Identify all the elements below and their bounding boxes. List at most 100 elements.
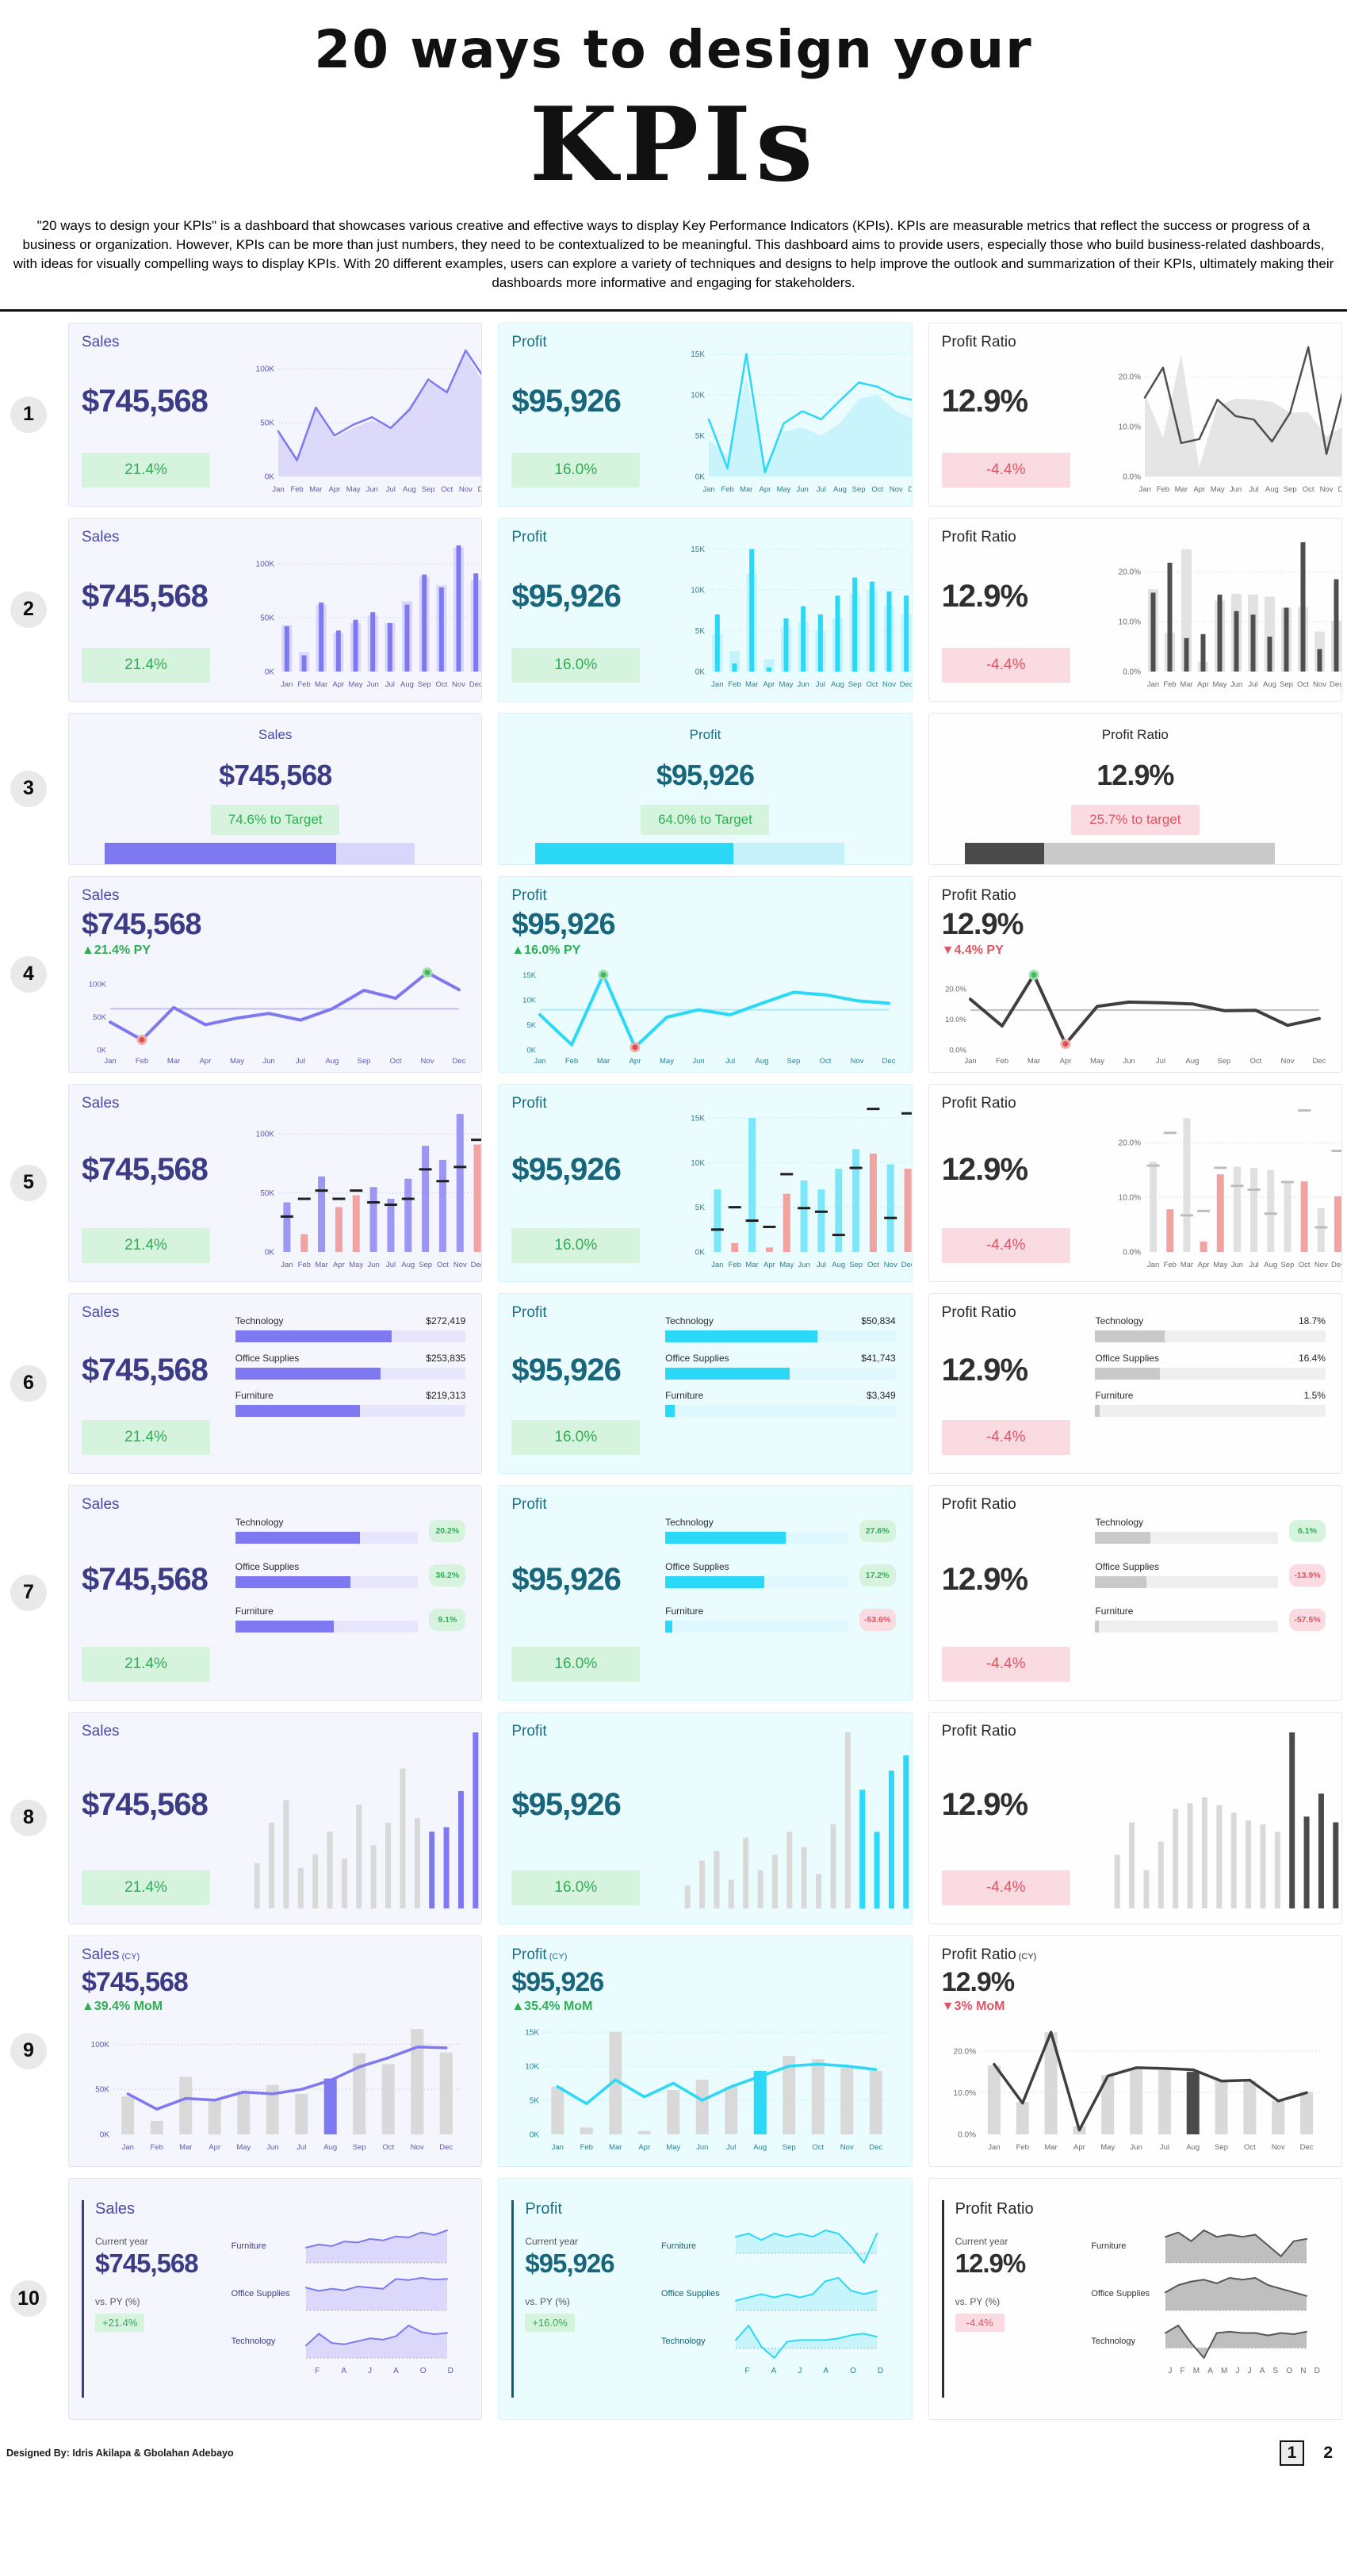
svg-text:Jan: Jan bbox=[711, 1261, 723, 1269]
svg-text:Sep: Sep bbox=[422, 485, 435, 494]
kpi-card-profit-design-5: Profit $95,926 16.0% 0K 5K 10K 15K Jan Feb Mar Apr… bbox=[498, 1083, 913, 1282]
category-bar-fill bbox=[1095, 1575, 1146, 1588]
card-title: Sales bbox=[82, 886, 120, 904]
svg-text:Feb: Feb bbox=[291, 485, 304, 494]
kpi-left-column: Profit Ratio 12.9% -4.4% bbox=[941, 1095, 1100, 1271]
svg-text:Mar: Mar bbox=[309, 485, 322, 494]
kpi-left-column: Profit Ratio Current year 12.9% vs. PY (%) -… bbox=[941, 2199, 1085, 2398]
x-label: J bbox=[1235, 2366, 1240, 2375]
category-growth-badge: -57.5% bbox=[1288, 1608, 1326, 1631]
svg-text:Oct: Oct bbox=[382, 2143, 394, 2152]
svg-text:Oct: Oct bbox=[442, 485, 453, 494]
svg-text:Feb: Feb bbox=[298, 1261, 311, 1269]
svg-text:Jul: Jul bbox=[386, 485, 396, 494]
svg-text:Nov: Nov bbox=[889, 485, 902, 494]
svg-text:15K: 15K bbox=[691, 1114, 705, 1123]
svg-text:Jun: Jun bbox=[266, 2143, 278, 2152]
category-row: Technology 27.6% bbox=[665, 1517, 896, 1544]
kpi-row-2: 2 Sales $745,568 21.4% 0K 50K 100K Jan Feb Mar Apr… bbox=[0, 517, 1342, 702]
kpi-badge: -4.4% bbox=[941, 1870, 1070, 1905]
category-bars: Technology $50,834 Office Supplies $41,743 F… bbox=[657, 1304, 899, 1463]
category-label: Technology bbox=[665, 1516, 714, 1528]
kpi-change-text: ▲39.4% MoM bbox=[82, 1999, 163, 2013]
svg-text:Jan: Jan bbox=[1147, 1261, 1159, 1269]
svg-text:Jun: Jun bbox=[796, 485, 808, 494]
row-number-badge: 6 bbox=[10, 1365, 47, 1402]
category-label: Furniture bbox=[665, 1605, 704, 1617]
svg-text:Sep: Sep bbox=[783, 2143, 796, 2152]
kpi-value: $95,926 bbox=[511, 1787, 622, 1822]
sales-target-bar-chart: 0K 50K 100K Jan Feb Mar Apr May Jun Jul Aug Sep Oct N… bbox=[256, 1113, 482, 1269]
svg-text:Apr: Apr bbox=[1059, 1057, 1071, 1066]
svg-text:May: May bbox=[779, 680, 793, 689]
kpi-card-sales-design-10: Sales Current year $745,568 vs. PY (%) +21.4… bbox=[68, 2177, 483, 2420]
row-number-badge: 10 bbox=[10, 2280, 47, 2317]
kpi-value: $95,926 bbox=[511, 579, 622, 614]
svg-text:Jan: Jan bbox=[534, 1057, 546, 1066]
card-title: Profit bbox=[511, 1303, 547, 1321]
svg-text:Oct: Oct bbox=[1303, 485, 1314, 494]
card-title: Profit Ratio bbox=[941, 1495, 1016, 1513]
kpi-left-column: Profit $95,926 16.0% bbox=[511, 529, 670, 691]
page-button-2[interactable]: 2 bbox=[1317, 2442, 1339, 2464]
category-bar-track bbox=[1095, 1367, 1326, 1380]
kpi-chart-area: 0K 5K 10K 15K Jan Feb Mar Apr May Jun Jul Aug Sep Oct… bbox=[511, 2014, 898, 2157]
kpi-chart-area: 0K 50K 100K Jan Feb Mar Apr May Jun Jul Aug Sep Oct N… bbox=[247, 1095, 482, 1271]
profit-area-line-chart: 0K 5K 10K 15K Jan Feb Mar Apr May Jun Jul Aug Sep Oct… bbox=[691, 350, 912, 494]
category-bars: Technology 20.2% Office Supplies 36.2% Furni… bbox=[228, 1496, 469, 1690]
sparkline-category-label: Furniture bbox=[231, 2241, 266, 2251]
svg-text:Mar: Mar bbox=[1027, 1057, 1039, 1066]
svg-text:Oct: Oct bbox=[1299, 1261, 1311, 1269]
svg-text:Sep: Sep bbox=[787, 1057, 801, 1066]
svg-text:10.0%: 10.0% bbox=[1119, 423, 1141, 431]
kpi-left-column: Sales $745,568 21.4% bbox=[82, 1095, 240, 1271]
kpi-left-column: Sales $745,568 21.4% bbox=[82, 1723, 240, 1913]
progress-bar-wrap bbox=[534, 842, 845, 864]
x-label: M bbox=[1192, 2366, 1200, 2375]
vs-py-label: vs. PY (%) bbox=[95, 2295, 140, 2307]
svg-text:Nov: Nov bbox=[1280, 1057, 1294, 1066]
svg-text:May: May bbox=[1090, 1057, 1104, 1066]
kpi-chart-area: 0.0% 10.0% 20.0% Jan Feb Mar Apr May Jun Jul Aug Se… bbox=[942, 958, 1329, 1071]
sparkline-category-label: Office Supplies bbox=[231, 2288, 290, 2298]
category-bar-fill bbox=[235, 1367, 381, 1380]
category-bar-track bbox=[235, 1531, 419, 1544]
svg-text:Nov: Nov bbox=[452, 680, 465, 689]
category-row: Office Supplies $253,835 bbox=[235, 1353, 466, 1380]
svg-text:0.0%: 0.0% bbox=[949, 1046, 966, 1055]
svg-text:Mar: Mar bbox=[597, 1057, 610, 1066]
category-row: Technology $50,834 bbox=[665, 1315, 896, 1342]
svg-text:Nov: Nov bbox=[1314, 1261, 1328, 1269]
svg-text:May: May bbox=[1212, 680, 1226, 689]
svg-text:Aug: Aug bbox=[831, 680, 844, 689]
svg-text:Sep: Sep bbox=[353, 2143, 366, 2152]
kpi-value: $95,926 bbox=[511, 1353, 622, 1388]
svg-text:Mar: Mar bbox=[745, 680, 758, 689]
category-bar-fill bbox=[665, 1620, 673, 1632]
category-growth-badge: 17.2% bbox=[859, 1564, 896, 1587]
to-target-badge: 74.6% to Target bbox=[211, 804, 340, 835]
card-title: Sales bbox=[82, 1722, 120, 1740]
svg-text:May: May bbox=[1211, 485, 1225, 494]
svg-text:0K: 0K bbox=[97, 1046, 106, 1055]
svg-text:Oct: Oct bbox=[1249, 1057, 1261, 1066]
kpi-row-8: 8 Sales $745,568 21.4% Profit $95,926 16.0% Pro… bbox=[0, 1711, 1342, 1924]
category-row: Office Supplies 36.2% bbox=[235, 1561, 466, 1588]
svg-text:Sep: Sep bbox=[851, 485, 865, 494]
kpi-chart-area: 0.0% 10.0% 20.0% Jan Feb Mar Apr May Jun Jul Aug Se… bbox=[1107, 334, 1341, 496]
sparkline-row: Furniture bbox=[1091, 2226, 1324, 2266]
category-label: Technology bbox=[235, 1516, 284, 1528]
sparkline-category-label: Furniture bbox=[661, 2241, 697, 2251]
page-button-1[interactable]: 1 bbox=[1279, 2440, 1305, 2466]
svg-text:Jun: Jun bbox=[262, 1057, 274, 1066]
card-title: Sales bbox=[82, 528, 120, 545]
kpi-card-ratio-design-2: Profit Ratio 12.9% -4.4% 0.0% 10.0% 20.0% Jan F… bbox=[928, 517, 1342, 702]
svg-text:Jan: Jan bbox=[988, 2143, 1000, 2152]
svg-text:Jun: Jun bbox=[798, 1261, 809, 1269]
svg-text:10K: 10K bbox=[526, 2062, 540, 2071]
kpi-badge: -4.4% bbox=[941, 452, 1070, 488]
svg-text:50K: 50K bbox=[93, 1012, 107, 1021]
svg-text:10K: 10K bbox=[691, 586, 705, 595]
